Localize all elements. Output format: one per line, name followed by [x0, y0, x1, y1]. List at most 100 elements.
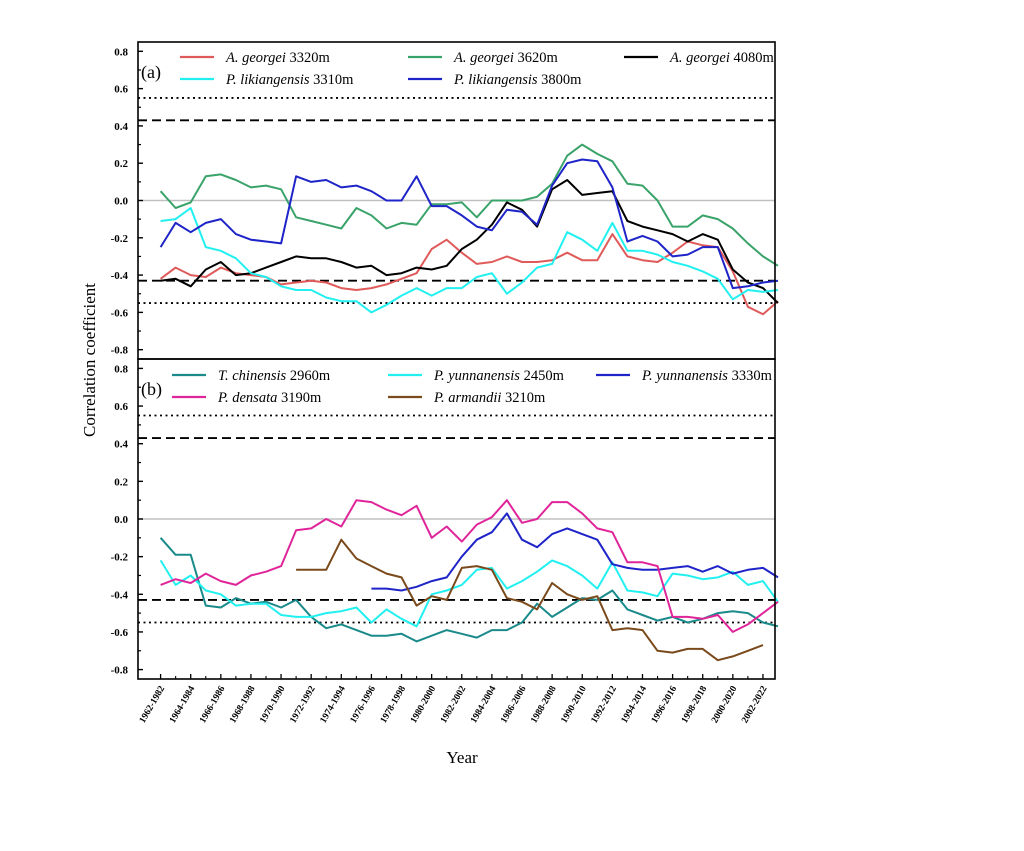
x-tick-label: 1966-1986: [198, 684, 227, 725]
legend-label: P. yunnanensis 3330m: [641, 368, 773, 384]
x-tick-label: 1976-1996: [349, 684, 378, 725]
y-tick-label: -0.8: [111, 665, 129, 677]
panel-a-reference-lines: [138, 97, 775, 304]
panel-a-series: [159, 143, 779, 316]
x-tick-label: 1988-2008: [529, 684, 558, 725]
series-line-t-chinensis-2960m: [159, 537, 779, 643]
x-tick-label: 2000-2020: [710, 684, 739, 725]
legend-item: P. likiangensis 3310m: [180, 72, 354, 88]
panel-b-label: (b): [141, 379, 162, 400]
panel-a-legend: A. georgei 3320m A. georgei 3620m A. georg…: [180, 50, 775, 88]
legend-label: P. likiangensis 3800m: [453, 72, 582, 88]
legend-label: P. yunnanensis 2450m: [433, 368, 565, 384]
legend-label: A. georgei 3620m: [453, 50, 559, 66]
x-tick-label: 1982-2002: [439, 684, 468, 725]
panel-b-series: [159, 499, 779, 662]
x-tick-label: 2002-2022: [740, 684, 769, 725]
x-tick-label: 1986-2006: [499, 684, 528, 725]
x-tick-label: 1974-1994: [319, 684, 348, 725]
legend-elevation: 2450m: [520, 368, 565, 384]
legend-elevation: 3330m: [728, 368, 773, 384]
x-tick-label: 1994-2014: [620, 684, 649, 725]
legend-item: P. yunnanensis 2450m: [388, 368, 565, 384]
x-tick-label: 1998-2018: [680, 684, 709, 725]
y-tick-label: 0.8: [114, 363, 128, 375]
series-line-a-georgei-4080m: [160, 179, 779, 304]
legend-species: P. armandii: [433, 390, 501, 406]
legend-elevation: 2960m: [286, 368, 331, 384]
y-tick-label: -0.4: [111, 589, 129, 601]
legend-item: P. likiangensis 3800m: [408, 72, 582, 88]
x-tick-label: 1970-1990: [258, 684, 287, 725]
y-tick-label: 0.2: [114, 158, 128, 170]
legend-species: P. yunnanensis: [433, 368, 520, 384]
y-tick-label: 0.2: [114, 476, 128, 488]
y-tick-label: -0.4: [111, 270, 129, 282]
legend-label: P. armandii 3210m: [433, 390, 546, 406]
panel-b-legend: T. chinensis 2960m P. yunnanensis 2450m P.…: [172, 368, 773, 406]
y-tick-label: 0.4: [114, 121, 128, 133]
x-tick-label: 1972-1992: [289, 684, 318, 725]
series-line-p-densata-3190m: [160, 499, 779, 633]
x-tick-label: 1968-1988: [228, 684, 257, 725]
y-tick-label: -0.2: [111, 233, 129, 245]
legend-elevation: 3310m: [310, 72, 355, 88]
y-tick-label: 0.8: [114, 46, 128, 58]
x-tick-label: 1978-1998: [379, 684, 408, 725]
legend-elevation: 3210m: [501, 390, 546, 406]
legend-item: A. georgei 4080m: [624, 50, 775, 66]
panel-b-x-axis: 1962-1982 1964-1984 1966-1986 1968-1988 1970…: [138, 674, 770, 725]
legend-item: P. yunnanensis 3330m: [596, 368, 773, 384]
legend-item: A. georgei 3320m: [180, 50, 331, 66]
series-line-p-yunnanensis-3330m: [371, 512, 779, 592]
y-axis-title: Correlation coefficient: [80, 283, 99, 437]
panel-b-y-axis: -0.8 -0.6 -0.4 -0.2 0.0 0.2 0.4 0.6 0.8: [111, 363, 143, 677]
legend-species: A. georgei: [225, 50, 286, 66]
legend-species: A. georgei: [669, 50, 730, 66]
legend-label: T. chinensis 2960m: [218, 368, 331, 384]
legend-species: P. likiangensis: [225, 72, 310, 88]
series-line-p-likiangensis-3800m: [159, 158, 779, 290]
x-tick-label: 1990-2010: [560, 684, 589, 725]
y-tick-label: 0.4: [114, 439, 128, 451]
x-tick-label: 1984-2004: [469, 684, 498, 725]
series-line-p-likiangensis-3310m: [160, 207, 779, 314]
panel-b-reference-lines: [138, 414, 775, 624]
y-tick-label: 0.6: [114, 401, 128, 413]
legend-item: A. georgei 3620m: [408, 50, 559, 66]
panel-a-y-axis: -0.8 -0.6 -0.4 -0.2 0.0 0.2 0.4 0.6 0.8: [111, 46, 143, 357]
y-tick-label: -0.6: [111, 627, 129, 639]
legend-elevation: 4080m: [730, 50, 775, 66]
x-tick-label: 1962-1982: [138, 684, 167, 725]
x-tick-label: 1996-2016: [650, 684, 679, 725]
legend-elevation: 3190m: [277, 390, 322, 406]
legend-elevation: 3320m: [286, 50, 331, 66]
series-line-p-armandii-3210m: [296, 538, 764, 662]
series-line-a-georgei-3620m: [159, 143, 779, 267]
series-line-p-yunnanensis-2450m: [159, 559, 779, 628]
legend-species: P. densata: [217, 390, 277, 406]
x-tick-label: 1980-2000: [409, 684, 438, 725]
legend-item: P. densata 3190m: [172, 390, 322, 406]
panel-a: -0.8 -0.6 -0.4 -0.2 0.0 0.2 0.4 0.6 0.8 (a) A. g…: [111, 41, 779, 360]
legend-item: T. chinensis 2960m: [172, 368, 331, 384]
legend-label: P. likiangensis 3310m: [225, 72, 354, 88]
legend-label: P. densata 3190m: [217, 390, 322, 406]
y-tick-label: 0.6: [114, 84, 128, 96]
legend-elevation: 3620m: [514, 50, 559, 66]
legend-label: A. georgei 3320m: [225, 50, 331, 66]
y-tick-label: 0.0: [114, 196, 128, 208]
legend-elevation: 3800m: [538, 72, 583, 88]
x-tick-label: 1992-2012: [590, 684, 619, 725]
legend-item: P. armandii 3210m: [388, 390, 546, 406]
panel-a-label: (a): [141, 62, 161, 83]
panel-b: -0.8 -0.6 -0.4 -0.2 0.0 0.2 0.4 0.6 0.8 1962-198…: [111, 358, 779, 725]
y-tick-label: -0.8: [111, 345, 129, 357]
legend-label: A. georgei 4080m: [669, 50, 775, 66]
x-tick-label: 1964-1984: [168, 684, 197, 725]
x-axis-title: Year: [446, 748, 478, 767]
legend-species: P. yunnanensis: [641, 368, 728, 384]
y-tick-label: 0.0: [114, 514, 128, 526]
legend-species: P. likiangensis: [453, 72, 538, 88]
